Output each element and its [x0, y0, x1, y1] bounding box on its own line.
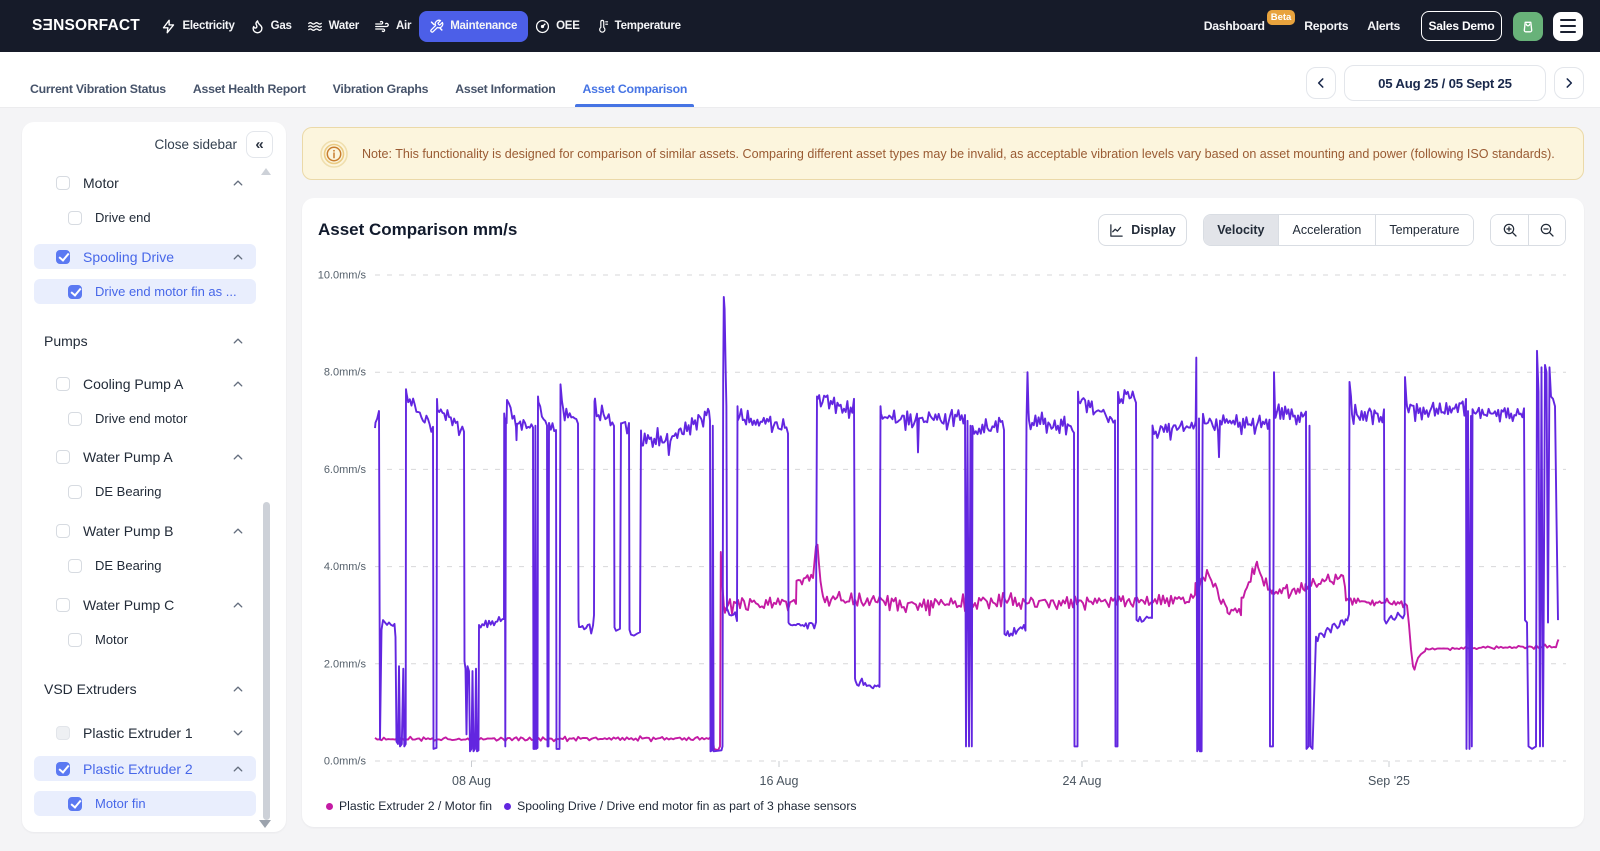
- svg-text:Sep '25: Sep '25: [1368, 774, 1410, 788]
- svg-text:16 Aug: 16 Aug: [760, 774, 799, 788]
- svg-text:08 Aug: 08 Aug: [452, 774, 491, 788]
- svg-text:6.0mm/s: 6.0mm/s: [324, 464, 367, 476]
- svg-text:10.0mm/s: 10.0mm/s: [318, 270, 367, 282]
- svg-text:2.0mm/s: 2.0mm/s: [324, 658, 367, 670]
- svg-text:24 Aug: 24 Aug: [1063, 774, 1102, 788]
- svg-text:8.0mm/s: 8.0mm/s: [324, 367, 367, 379]
- svg-text:4.0mm/s: 4.0mm/s: [324, 561, 367, 573]
- svg-text:0.0mm/s: 0.0mm/s: [324, 756, 367, 768]
